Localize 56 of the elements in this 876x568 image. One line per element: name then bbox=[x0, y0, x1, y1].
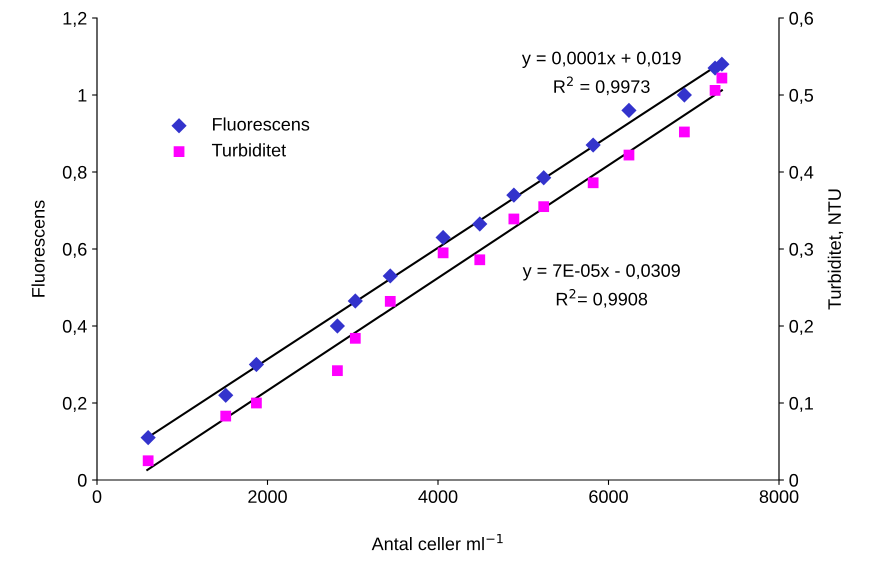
point bbox=[350, 332, 361, 344]
point bbox=[330, 318, 346, 334]
legend-label: Turbiditet bbox=[212, 143, 286, 157]
y2-tick-label: 0,2 bbox=[789, 320, 813, 335]
annotation: R$^{2}$ = 0,9973 bbox=[554, 76, 650, 96]
point bbox=[538, 201, 550, 212]
y2-tick-label: 0,6 bbox=[789, 12, 814, 27]
point bbox=[142, 455, 154, 466]
point bbox=[248, 356, 264, 372]
point bbox=[220, 410, 232, 422]
point bbox=[348, 293, 363, 309]
y-tick-label: 0,4 bbox=[62, 320, 87, 335]
point bbox=[536, 170, 552, 186]
y-tick-label: 0,6 bbox=[62, 242, 86, 258]
x-tick-label: 6000 bbox=[589, 490, 628, 503]
y-tick-label: 0,8 bbox=[62, 166, 86, 181]
y-tick-label: 1,2 bbox=[64, 12, 86, 27]
point bbox=[438, 247, 448, 258]
point bbox=[218, 388, 234, 403]
point bbox=[506, 187, 522, 203]
point bbox=[508, 214, 520, 224]
x-tick-label: 2000 bbox=[248, 490, 287, 503]
point bbox=[710, 85, 720, 96]
annotation: y = 0,0001x + 0,019 bbox=[522, 52, 681, 68]
point bbox=[436, 230, 451, 246]
x-axis-title: Antal celler ml$^{−1}$ bbox=[372, 534, 503, 550]
y-tick-label: 1 bbox=[78, 89, 86, 102]
annotation: R$^{2}$= 0,9908 bbox=[556, 289, 648, 308]
y-axis-title: Fluorescens bbox=[31, 200, 45, 297]
point bbox=[251, 398, 262, 408]
point bbox=[332, 365, 343, 376]
y2-tick-label: 0 bbox=[789, 474, 798, 487]
point bbox=[678, 126, 690, 138]
point bbox=[384, 296, 396, 307]
y2-axis-title: Turbiditet, NTU bbox=[828, 190, 844, 310]
point bbox=[472, 216, 488, 232]
point bbox=[586, 137, 601, 153]
point bbox=[382, 268, 398, 284]
y2-tick-label: 0,4 bbox=[789, 166, 814, 181]
annotation: y = 7E-05x - 0,0309 bbox=[522, 264, 680, 281]
x-tick-label: 8000 bbox=[760, 490, 798, 503]
point bbox=[716, 72, 728, 84]
point bbox=[140, 430, 156, 446]
y-tick-label: 0 bbox=[78, 474, 87, 487]
y2-tick-label: 0,1 bbox=[789, 396, 813, 412]
point bbox=[588, 177, 599, 188]
y2-tick-label: 0,3 bbox=[789, 242, 814, 258]
point bbox=[676, 87, 692, 103]
point bbox=[621, 102, 637, 118]
point bbox=[624, 150, 634, 160]
x-tick-label: 4000 bbox=[418, 490, 458, 503]
x-tick-label: 0 bbox=[92, 490, 102, 503]
y-tick-label: 0,2 bbox=[62, 396, 86, 412]
point bbox=[474, 254, 486, 266]
legend-label: Fluorescens bbox=[213, 117, 310, 131]
y2-tick-label: 0,5 bbox=[789, 88, 814, 104]
